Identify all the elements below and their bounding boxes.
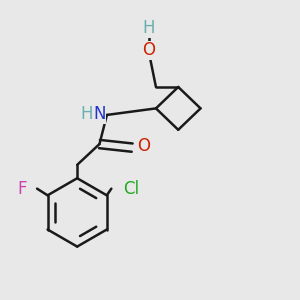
Text: Cl: Cl <box>123 180 139 198</box>
Text: F: F <box>17 180 27 198</box>
Text: O: O <box>137 137 151 155</box>
Text: H: H <box>142 19 155 37</box>
Text: H: H <box>80 105 93 123</box>
Text: N: N <box>93 105 105 123</box>
Text: O: O <box>142 41 155 59</box>
